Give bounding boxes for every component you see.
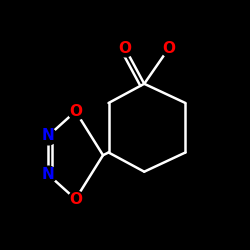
Text: N: N <box>42 128 54 144</box>
Text: O: O <box>162 40 175 56</box>
Text: O: O <box>69 192 82 207</box>
Text: O: O <box>118 40 132 56</box>
Text: N: N <box>42 167 54 182</box>
Text: O: O <box>69 104 82 119</box>
